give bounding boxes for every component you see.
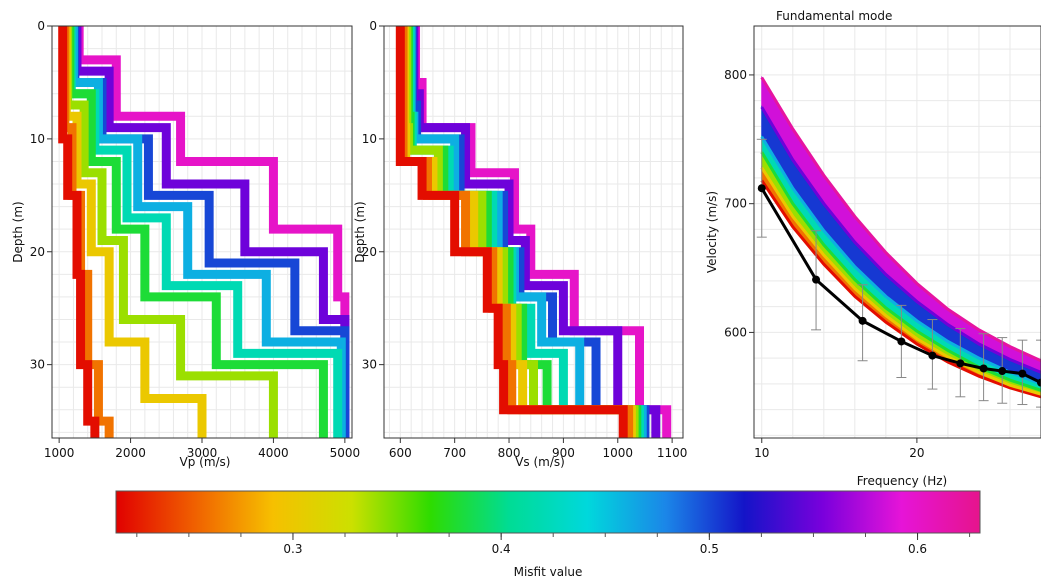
vs-profile-line <box>395 26 628 438</box>
observed-point <box>979 364 988 373</box>
colorbar-gradient <box>115 490 981 534</box>
vs-plot-border <box>383 25 684 439</box>
vp-profile-line <box>61 26 207 438</box>
observed-point <box>812 275 821 284</box>
vp-profiles <box>58 26 350 438</box>
colorbar-tick-label: 0.4 <box>492 542 511 556</box>
colorbar: 0.3 0.4 0.5 0.6 Misfit value <box>115 490 981 579</box>
vs-y-tick-label: 10 <box>362 132 377 146</box>
observed-dispersion <box>756 138 1041 408</box>
observed-point <box>1018 369 1027 378</box>
dispersion-panel: 10 20 600 700 800 Fundamental mode Frequenc… <box>705 9 1041 488</box>
dispersion-curve <box>760 106 1041 374</box>
vp-profile-line <box>58 26 100 438</box>
dispersion-curve <box>760 76 1041 363</box>
observed-point <box>757 184 766 193</box>
vp-profile-line <box>65 26 328 438</box>
vs-x-tick-label: 900 <box>552 446 575 460</box>
vp-y-axis-label: Depth (m) <box>11 201 25 262</box>
dispersion-plot-border <box>753 25 1041 439</box>
vp-x-axis: 1000 2000 3000 4000 5000 <box>44 438 360 460</box>
vp-x-axis-label: Vp (m/s) <box>180 455 231 469</box>
vp-x-tick-label: 4000 <box>258 446 289 460</box>
vp-y-tick-label: 30 <box>30 358 45 372</box>
vp-x-tick-label: 2000 <box>115 446 146 460</box>
vs-profiles <box>395 26 672 438</box>
observed-point <box>897 337 906 346</box>
observed-point <box>928 351 937 360</box>
dispersion-x-tick-label: 20 <box>909 446 924 460</box>
vp-x-tick-label: 5000 <box>330 446 361 460</box>
vs-y-axis: 0 10 20 30 <box>362 19 384 372</box>
vs-y-tick-label: 20 <box>362 245 377 259</box>
observed-point <box>858 316 867 325</box>
vs-x-tick-label: 600 <box>389 446 412 460</box>
dispersion-y-axis: 600 700 800 <box>724 68 754 339</box>
vs-panel: 600 700 800 900 1000 1100 0 10 20 30 Vs (m/s) De… <box>353 19 687 469</box>
dispersion-y-tick-label: 600 <box>724 325 747 339</box>
vp-x-tick-label: 1000 <box>44 446 75 460</box>
vp-y-tick-label: 10 <box>30 132 45 146</box>
vp-y-axis: 0 10 20 30 <box>30 19 52 372</box>
vs-y-tick-label: 0 <box>369 19 377 33</box>
colorbar-tick-label: 0.6 <box>908 542 927 556</box>
colorbar-label: Misfit value <box>514 565 583 579</box>
vs-x-tick-label: 800 <box>498 446 521 460</box>
observed-point <box>998 367 1007 376</box>
vs-x-tick-label: 700 <box>443 446 466 460</box>
vp-profile-line <box>72 26 350 438</box>
vs-x-tick-label: 1100 <box>657 446 688 460</box>
colorbar-tick-label: 0.5 <box>700 542 719 556</box>
dispersion-title: Fundamental mode <box>776 9 892 23</box>
vp-y-tick-label: 0 <box>37 19 45 33</box>
vp-y-tick-label: 20 <box>30 245 45 259</box>
dispersion-x-axis: 10 20 <box>754 438 925 460</box>
observed-point <box>1037 378 1041 387</box>
colorbar-tick-label: 0.3 <box>283 542 302 556</box>
colorbar-ticks: 0.3 0.4 0.5 0.6 <box>136 533 971 556</box>
vs-y-tick-label: 30 <box>362 358 377 372</box>
vp-x-tick-label: 3000 <box>187 446 218 460</box>
dispersion-y-tick-label: 700 <box>724 197 747 211</box>
observed-curve <box>760 187 1041 384</box>
dispersion-x-axis-label: Frequency (Hz) <box>857 474 948 488</box>
vs-x-tick-label: 1000 <box>602 446 633 460</box>
dispersion-y-axis-label: Velocity (m/s) <box>705 191 719 273</box>
dispersion-x-tick-label: 10 <box>754 446 769 460</box>
vs-y-axis-label: Depth (m) <box>353 201 367 262</box>
vp-profile-line <box>74 26 350 438</box>
vs-x-axis-label: Vs (m/s) <box>515 455 565 469</box>
vp-profile-line <box>68 26 346 438</box>
dispersion-y-tick-label: 800 <box>724 68 747 82</box>
vp-panel: 1000 2000 3000 4000 5000 0 10 20 30 Vp (m/s) De… <box>11 19 360 469</box>
vs-x-axis: 600 700 800 900 1000 1100 <box>389 438 688 460</box>
vp-profile-line <box>63 26 278 438</box>
observed-point <box>956 359 965 368</box>
